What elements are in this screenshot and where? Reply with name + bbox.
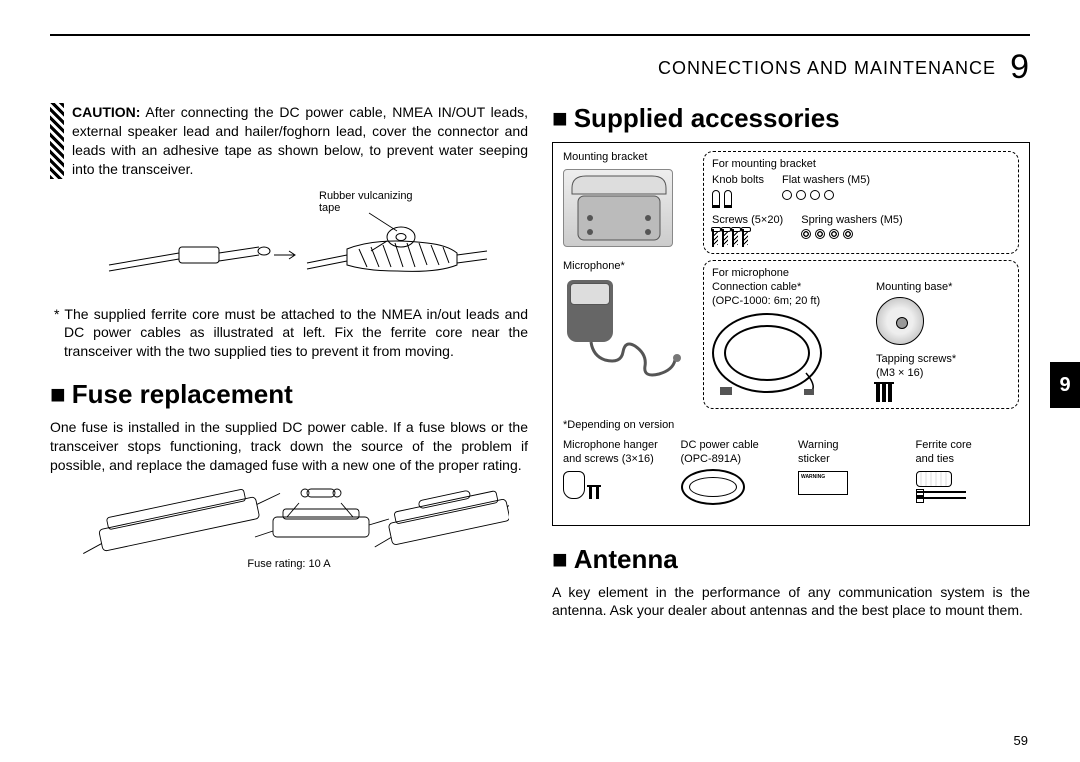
label-tapping-screws-sub: (M3 × 16) — [876, 367, 956, 381]
fuse-illustration: Fuse rating: 10 A — [69, 483, 509, 573]
antenna-body-text: A key element in the performance of any … — [552, 583, 1030, 621]
label-mounting-base: Mounting base* — [876, 281, 956, 295]
label-for-bracket: For mounting bracket — [712, 158, 1010, 172]
fuse-body-text: One fuse is installed in the supplied DC… — [50, 418, 528, 475]
caution-label: CAUTION: — [72, 104, 140, 120]
label-spring-washers: Spring washers (M5) — [801, 214, 902, 228]
tapping-screws-icon — [876, 382, 956, 402]
label-ferrite-sub: and ties — [916, 453, 1020, 467]
fuse-rating-label: Fuse rating: 10 A — [247, 558, 331, 570]
dc-cable-icon — [681, 469, 745, 505]
left-column: CAUTION: After connecting the DC power c… — [50, 103, 528, 628]
microphone-hardware-group: For microphone Connection cable* (OPC-10… — [703, 260, 1019, 409]
depending-note: *Depending on version — [563, 419, 1019, 433]
label-dc-cable: DC power cable — [681, 439, 785, 453]
supplied-section-heading: ■Supplied accessories — [552, 103, 1030, 134]
caution-text: CAUTION: After connecting the DC power c… — [72, 103, 528, 179]
label-tapping-screws: Tapping screws* — [876, 353, 956, 367]
mounting-bracket-icon — [563, 169, 673, 247]
caution-hazard-stripe — [50, 103, 64, 179]
right-column: ■Supplied accessories Mounting bracket — [552, 103, 1030, 628]
tape-illustration: Rubber vulcanizing tape — [79, 185, 499, 295]
label-warning-sub: sticker — [798, 453, 902, 467]
caution-body: After connecting the DC power cable, NME… — [72, 104, 528, 177]
label-mic-hanger-sub: and screws (3×16) — [563, 453, 667, 467]
label-ferrite: Ferrite core — [916, 439, 1020, 453]
label-conn-cable: Connection cable* — [712, 281, 862, 295]
label-microphone: Microphone* — [563, 260, 693, 274]
microphone-icon — [563, 274, 683, 374]
caution-block: CAUTION: After connecting the DC power c… — [50, 103, 528, 179]
warning-sticker-icon: WARNING — [798, 471, 848, 495]
page-number: 59 — [1014, 733, 1028, 748]
label-warning: Warning — [798, 439, 902, 453]
ferrite-note: * The supplied ferrite core must be atta… — [50, 305, 528, 362]
header-title: CONNECTIONS AND MAINTENANCE — [658, 58, 996, 78]
page-header: CONNECTIONS AND MAINTENANCE 9 — [50, 48, 1030, 87]
mounting-base-icon — [876, 297, 924, 345]
label-flat-washers: Flat washers (M5) — [782, 174, 870, 188]
label-screws-520: Screws (5×20) — [712, 214, 783, 228]
antenna-section-heading: ■Antenna — [552, 544, 1030, 575]
tape-label-line1: Rubber vulcanizing — [319, 190, 413, 202]
chapter-side-tab: 9 — [1050, 362, 1080, 408]
tie-icon — [916, 497, 966, 499]
label-mic-hanger: Microphone hanger — [563, 439, 667, 453]
label-for-microphone: For microphone — [712, 267, 1010, 281]
label-mounting-bracket: Mounting bracket — [563, 151, 693, 165]
mic-hanger-icon — [563, 471, 667, 499]
label-dc-cable-sub: (OPC-891A) — [681, 453, 785, 467]
tie-icon — [916, 491, 966, 493]
ferrite-core-icon — [916, 471, 952, 487]
chapter-number: 9 — [1010, 48, 1030, 86]
bracket-hardware-group: For mounting bracket Knob bolts Flat was… — [703, 151, 1019, 254]
accessories-box: Mounting bracket For mounting bracket — [552, 142, 1030, 526]
cable-coil-icon — [712, 313, 822, 393]
fuse-section-heading: ■Fuse replacement — [50, 379, 528, 410]
tape-label-line2: tape — [319, 202, 340, 214]
label-conn-cable-sub: (OPC-1000: 6m; 20 ft) — [712, 295, 862, 309]
label-knob-bolts: Knob bolts — [712, 174, 764, 188]
